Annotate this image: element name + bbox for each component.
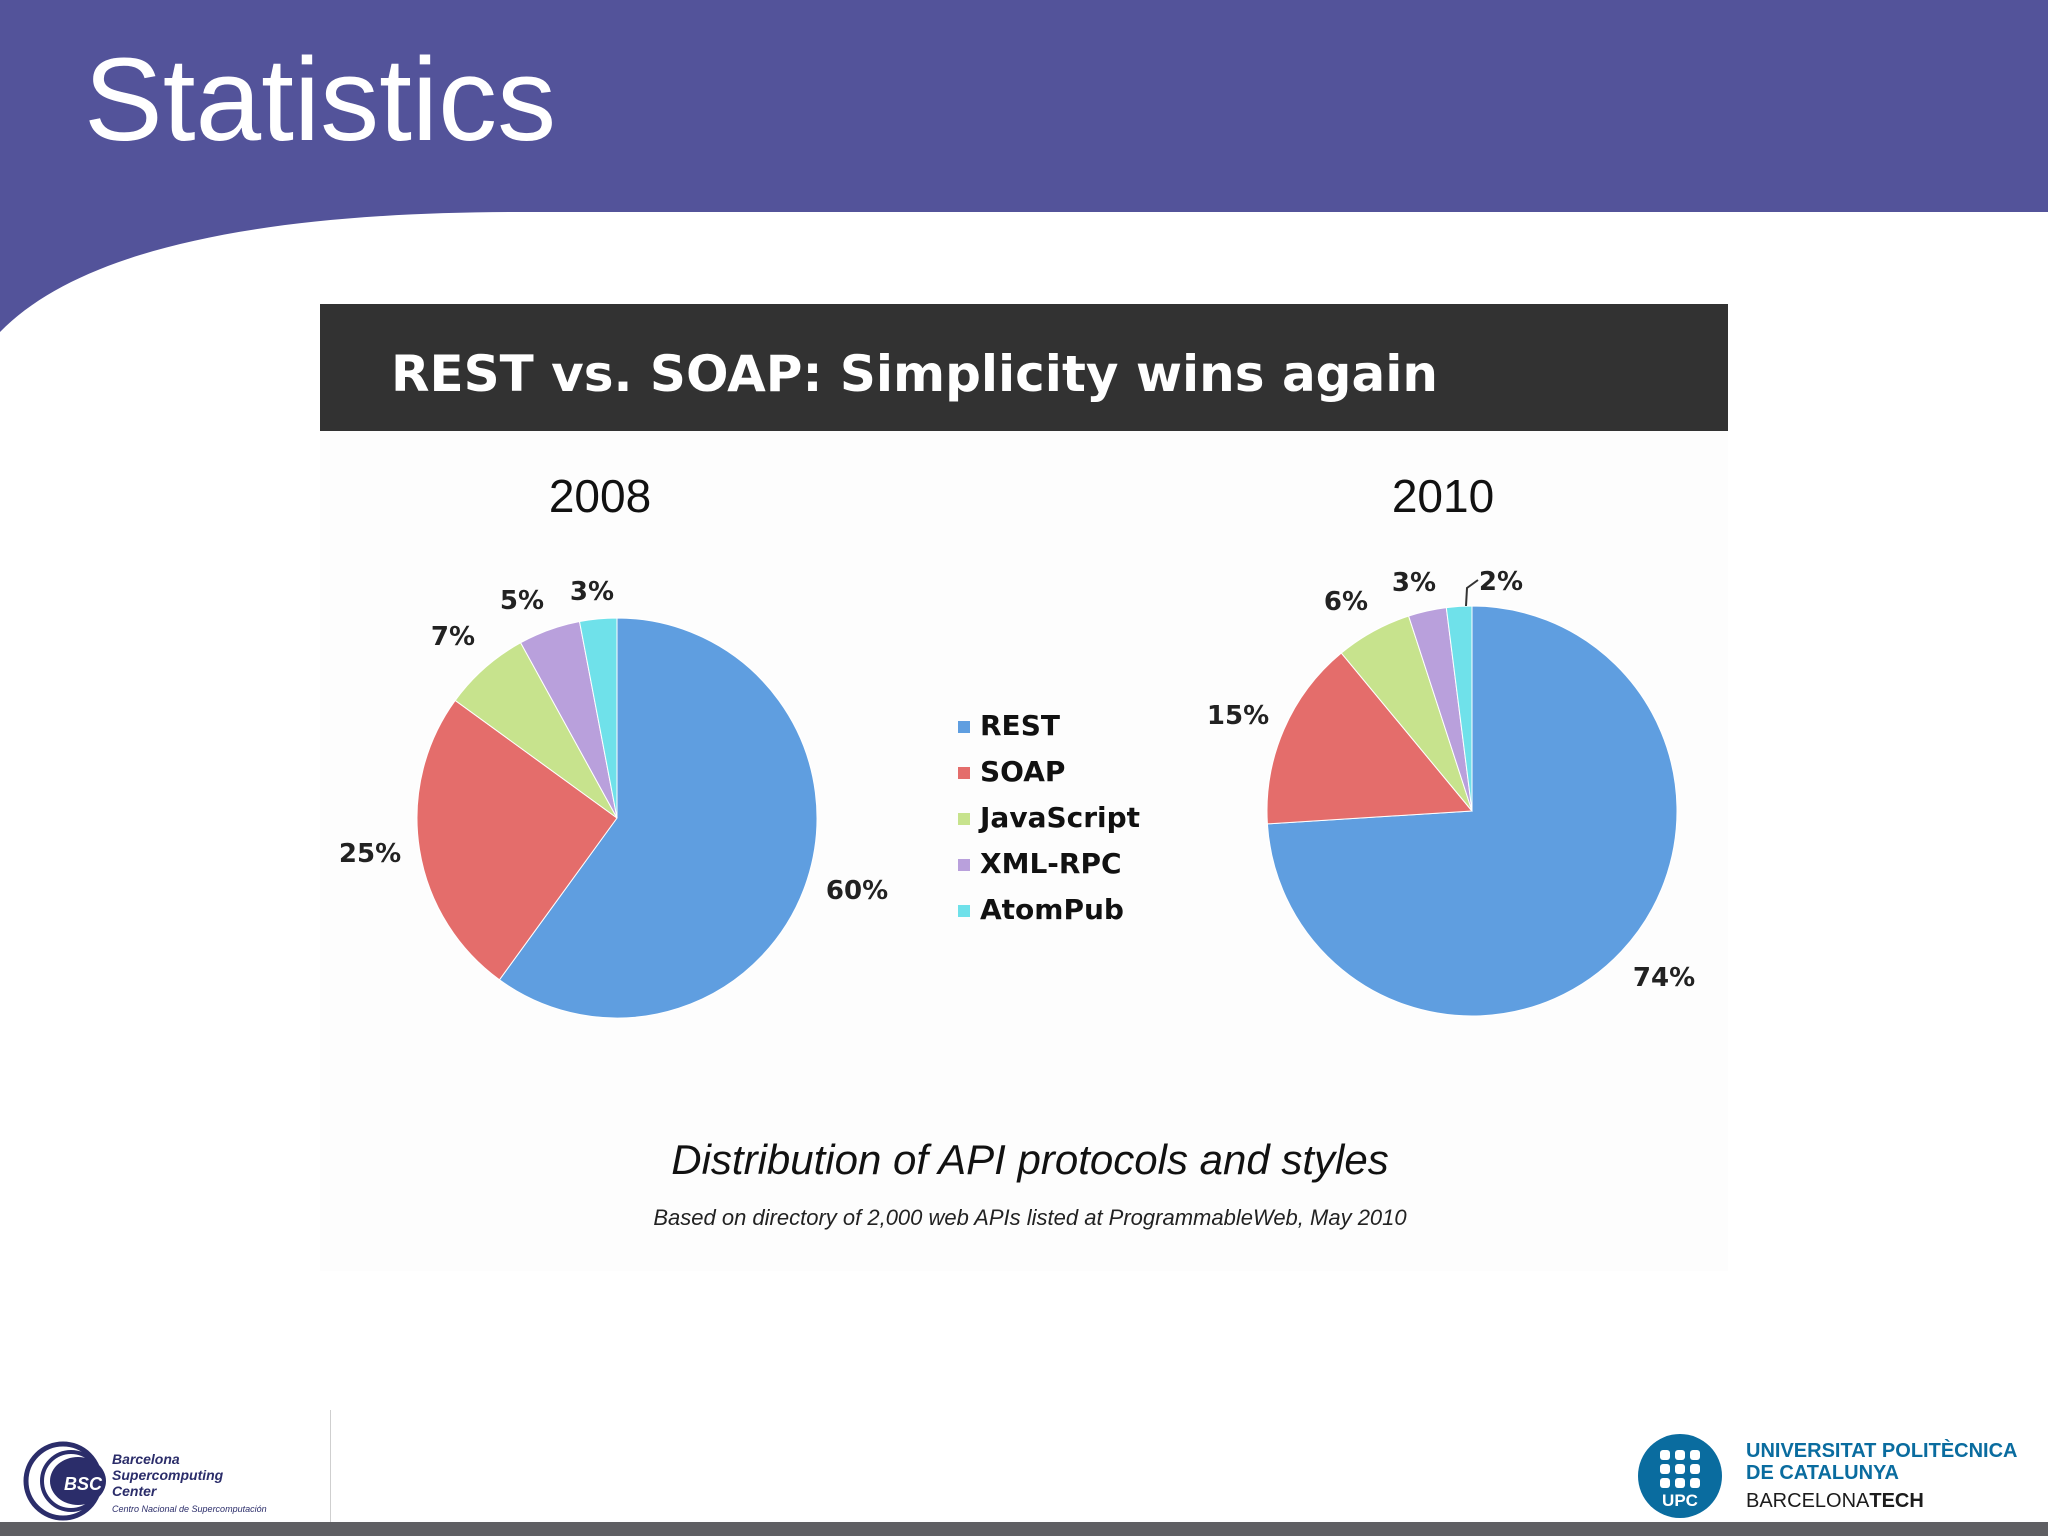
legend-swatch-xml-rpc: [958, 859, 970, 871]
bsc-line-2: Supercomputing: [112, 1467, 224, 1483]
upc-line-3: BARCELONATECH: [1746, 1490, 1924, 1512]
chart-source-note: Based on directory of 2,000 web APIs lis…: [653, 1205, 1407, 1230]
slide-title: Statistics: [84, 34, 557, 166]
bsc-logo-mark: BSC: [23, 1441, 106, 1521]
chart-legend: REST SOAP JavaScript XML-RPC AtomPub: [958, 706, 1178, 946]
upc-line-2: DE CATALUNYA: [1746, 1462, 1899, 1484]
footer-divider: [330, 1410, 331, 1522]
upc-line-3-prefix: BARCELONA: [1746, 1490, 1870, 1512]
pie-2010-label-rest: 74%: [1632, 963, 1696, 993]
legend-label-soap: SOAP: [980, 755, 1066, 788]
svg-text:BSC: BSC: [64, 1474, 103, 1494]
pie-2008-label-xml-rpc: 5%: [499, 586, 545, 616]
bsc-logo-text: Barcelona Supercomputing Center: [112, 1451, 332, 1499]
pie-2010-label-javascript: 6%: [1323, 587, 1369, 617]
chart-banner-title: REST vs. SOAP: Simplicity wins again: [391, 345, 1438, 403]
pie-2010-atompub-leader-line: [1465, 579, 1479, 607]
pie-2010-label-atompub: 2%: [1478, 567, 1524, 597]
pie-2008-label-soap: 25%: [338, 839, 402, 869]
upc-logo-mark: UPC: [1638, 1434, 1722, 1518]
upc-line-3-bold: TECH: [1869, 1490, 1924, 1512]
upc-logo-text: UNIVERSITAT POLITÈCNICA DE CATALUNYA: [1746, 1440, 2042, 1484]
svg-text:UPC: UPC: [1662, 1491, 1698, 1510]
legend-swatch-soap: [958, 767, 970, 779]
pie-2008-title: 2008: [548, 470, 652, 522]
pie-2010-slice-soap: [1266, 652, 1474, 825]
pie-2008-slice-soap: [416, 699, 618, 981]
legend-swatch-javascript: [958, 813, 970, 825]
bsc-line-1: Barcelona: [112, 1451, 180, 1467]
legend-swatch-atompub: [958, 905, 970, 917]
bsc-line-3: Center: [112, 1483, 157, 1499]
legend-label-atompub: AtomPub: [980, 893, 1124, 926]
legend-swatch-rest: [958, 721, 970, 733]
pie-2010-label-xml-rpc: 3%: [1391, 568, 1437, 598]
pie-2008-label-rest: 60%: [825, 876, 889, 906]
header-band: [0, 0, 2048, 332]
footer-bar: [0, 1522, 2048, 1536]
pie-2010-title: 2010: [1391, 470, 1495, 522]
upc-line-1: UNIVERSITAT POLITÈCNICA: [1746, 1440, 2018, 1462]
chart-caption: Distribution of API protocols and styles: [671, 1136, 1389, 1183]
legend-label-rest: REST: [980, 709, 1060, 742]
pie-2008-slice-rest: [498, 617, 818, 1019]
legend-label-javascript: JavaScript: [980, 801, 1141, 834]
bsc-line-4: Centro Nacional de Supercomputación: [112, 1504, 267, 1514]
pie-2010-slice-atompub: [1445, 605, 1473, 812]
legend-label-xml-rpc: XML-RPC: [980, 847, 1122, 880]
pie-2008-label-javascript: 7%: [430, 622, 476, 652]
pie-2010-label-soap: 15%: [1206, 701, 1270, 731]
pie-2008-label-atompub: 3%: [569, 577, 615, 607]
pie-2008-slice-atompub: [578, 617, 618, 819]
chart-banner: REST vs. SOAP: Simplicity wins again: [320, 304, 1728, 431]
